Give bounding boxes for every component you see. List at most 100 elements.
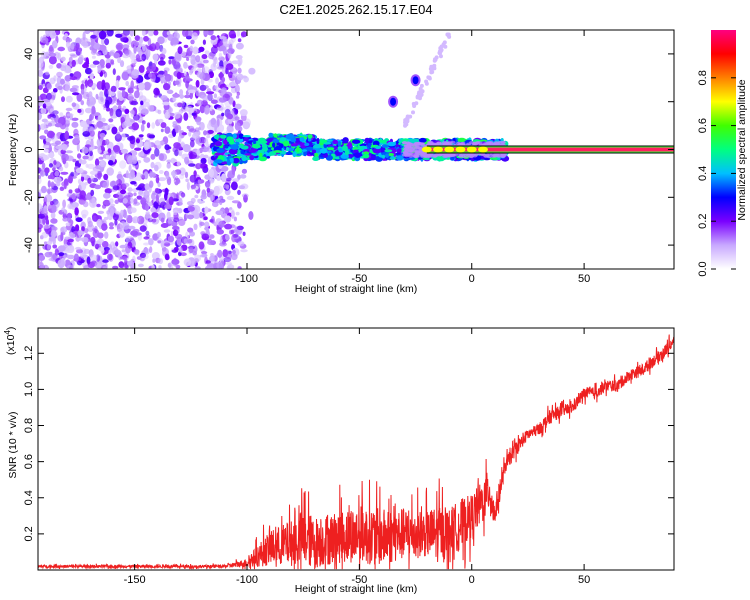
band-point: [286, 151, 292, 155]
noise-speckle: [59, 166, 64, 172]
noise-speckle: [200, 78, 205, 85]
x-tick-label: -150: [124, 574, 146, 586]
noise-speckle: [46, 244, 51, 250]
noise-speckle: [127, 187, 133, 193]
noise-speckle: [150, 207, 156, 213]
noise-speckle: [109, 107, 114, 117]
noise-speckle: [77, 47, 83, 52]
band-point: [235, 137, 241, 143]
noise-speckle: [242, 121, 250, 130]
noise-speckle: [118, 125, 124, 133]
noise-speckle: [104, 188, 113, 194]
band-point: [230, 144, 239, 150]
noise-speckle: [189, 231, 196, 237]
noise-speckle: [225, 262, 233, 266]
noise-speckle: [155, 175, 160, 184]
band-point: [299, 137, 305, 142]
noise-speckle: [158, 153, 164, 161]
noise-speckle: [72, 92, 80, 96]
noise-speckle: [104, 216, 108, 221]
noise-speckle: [125, 245, 131, 254]
noise-speckle: [157, 209, 162, 213]
band-point: [387, 141, 396, 147]
noise-speckle: [64, 130, 69, 140]
colorbar-tick-label: 0.2: [697, 214, 709, 229]
noise-speckle: [78, 182, 87, 191]
noise-speckle: [215, 210, 224, 216]
noise-speckle: [187, 206, 195, 212]
band-halo: [475, 141, 481, 144]
noise-speckle: [229, 81, 237, 87]
noise-speckle: [109, 198, 114, 204]
noise-speckle: [77, 153, 82, 159]
noise-speckle: [58, 252, 65, 256]
noise-speckle: [146, 45, 154, 50]
noise-speckle: [131, 69, 140, 76]
noise-speckle: [129, 159, 138, 165]
noise-speckle: [38, 85, 43, 90]
noise-speckle: [172, 93, 180, 98]
band-point: [219, 134, 227, 139]
noise-speckle: [234, 122, 241, 131]
noise-speckle: [151, 265, 155, 269]
noise-speckle: [39, 135, 47, 140]
noise-speckle: [160, 240, 165, 249]
y-tick-label: -40: [23, 237, 35, 253]
noise-speckle: [82, 131, 91, 137]
noise-speckle: [163, 242, 171, 247]
band-halo: [419, 142, 425, 146]
snr-xlabel: Height of straight line (km): [295, 583, 418, 595]
noise-speckle: [44, 167, 50, 174]
band-halo: [433, 154, 439, 158]
noise-speckle: [120, 132, 126, 141]
noise-speckle: [90, 138, 94, 148]
noise-speckle: [231, 200, 240, 204]
colorbar-label: Normalized spectral amplitude: [736, 79, 748, 220]
noise-speckle: [130, 264, 134, 269]
noise-speckle: [73, 172, 79, 177]
noise-speckle: [38, 59, 44, 69]
noise-speckle: [185, 178, 189, 183]
band-point: [285, 147, 290, 152]
noise-speckle: [74, 188, 81, 194]
noise-speckle: [106, 107, 110, 112]
noise-speckle: [124, 50, 130, 56]
noise-speckle: [141, 120, 146, 125]
noise-speckle: [81, 226, 85, 232]
noise-speckle: [142, 45, 148, 55]
noise-speckle: [109, 226, 114, 230]
noise-speckle: [102, 199, 111, 207]
noise-speckle: [86, 100, 94, 106]
noise-speckle: [65, 37, 73, 43]
noise-speckle: [189, 151, 197, 159]
noise-speckle: [42, 103, 47, 109]
noise-speckle: [123, 120, 131, 127]
noise-speckle: [248, 67, 256, 75]
noise-speckle: [144, 101, 150, 108]
noise-speckle: [75, 167, 84, 174]
noise-speckle: [195, 89, 200, 97]
noise-speckle: [195, 55, 201, 63]
noise-speckle: [171, 258, 180, 265]
noise-speckle: [213, 93, 218, 99]
noise-speckle: [98, 247, 105, 252]
noise-speckle: [71, 193, 76, 200]
noise-speckle: [231, 210, 235, 218]
noise-speckle: [66, 193, 73, 198]
noise-speckle: [84, 144, 92, 148]
noise-speckle: [120, 189, 126, 195]
band-point: [387, 153, 395, 157]
noise-speckle: [96, 121, 104, 128]
band-point: [290, 137, 297, 143]
noise-speckle: [107, 148, 112, 154]
noise-speckle: [234, 84, 240, 94]
noise-speckle: [83, 265, 90, 269]
noise-speckle: [190, 184, 196, 189]
snr-panel: -150 -100 -50 0 500.20.40.60.81.01.2 Height …: [3, 327, 675, 595]
branch-point: [410, 74, 421, 87]
noise-speckle: [56, 71, 63, 78]
noise-speckle: [161, 47, 167, 55]
noise-speckle: [210, 218, 214, 223]
noise-speckle: [91, 55, 96, 59]
band-point: [252, 140, 257, 144]
